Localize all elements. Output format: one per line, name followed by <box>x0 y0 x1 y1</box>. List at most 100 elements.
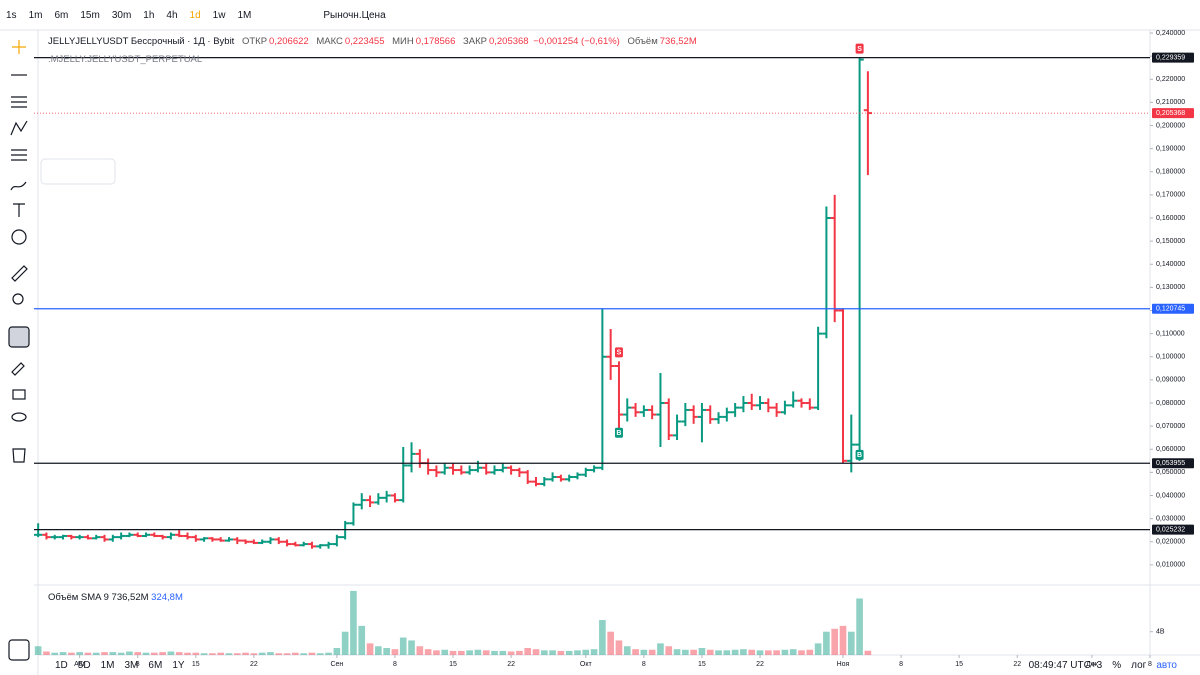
volume-bar <box>731 649 739 655</box>
x-tick-label: Авг <box>74 661 85 668</box>
object-tree[interactable] <box>8 639 30 661</box>
volume-bar <box>416 646 424 655</box>
top-toolbar: 1s 1m 6m 15m 30m 1h 4h 1d 1w 1M Рыночн.Цена <box>0 0 1200 30</box>
y-tick-label: 0,130000 <box>1156 284 1185 291</box>
volume-bar <box>68 652 75 655</box>
volume-bar <box>540 650 548 655</box>
log-toggle[interactable]: лог <box>1131 659 1147 671</box>
fib-tool[interactable] <box>11 149 27 161</box>
change: −0,001254 (−0,61%) <box>533 36 620 47</box>
volume-bar <box>341 631 349 655</box>
y-tick-label: 0,050000 <box>1156 469 1185 476</box>
signal-marker <box>614 347 623 358</box>
interval-button[interactable]: 6m <box>54 9 69 21</box>
volume-bar <box>308 652 316 655</box>
volume-bar <box>283 653 291 655</box>
interval-button[interactable]: 1M <box>237 9 252 21</box>
pattern-tool[interactable] <box>10 120 28 136</box>
signal-marker <box>855 43 864 54</box>
volume-bar <box>209 653 216 655</box>
volume-bar <box>457 650 465 655</box>
range-button[interactable]: 1D <box>55 659 68 671</box>
x-tick-label: 8 <box>1148 661 1152 668</box>
signal-marker <box>614 427 623 438</box>
interval-button[interactable]: 4h <box>166 9 178 21</box>
floating-toolbar[interactable] <box>40 158 116 185</box>
volume-bar <box>375 646 382 655</box>
volume-bar <box>657 643 664 655</box>
interval-button[interactable]: 30m <box>111 9 132 21</box>
volume-bar <box>200 653 208 655</box>
range-button[interactable]: 6M <box>148 659 163 671</box>
channel-tool[interactable] <box>11 96 27 108</box>
source: .MJELLY.JELLYUSDT_PERPETUAL <box>48 54 203 65</box>
y-tick-label: 0,070000 <box>1156 423 1185 430</box>
brush-tool[interactable] <box>10 181 27 191</box>
volume-bar <box>59 652 67 655</box>
volume-bar <box>781 649 789 655</box>
x-tick-label: Окт <box>580 661 593 668</box>
y-tick-label: 0,110000 <box>1156 330 1185 337</box>
y-tick-label: 0,010000 <box>1156 562 1185 569</box>
x-tick-label: 8 <box>899 661 903 668</box>
volume-bar <box>623 646 631 655</box>
emoji-tool[interactable] <box>11 229 27 245</box>
range-button[interactable]: 3M <box>124 659 139 671</box>
x-tick-label: 22 <box>1013 661 1021 668</box>
volume-label: Объём <box>627 36 658 47</box>
volume-bar <box>823 631 830 655</box>
volume-bar <box>316 653 324 655</box>
range-button[interactable]: 5D <box>77 659 91 671</box>
interval-button[interactable]: 1m <box>28 9 43 21</box>
interval-button[interactable]: 1d <box>189 9 201 21</box>
volume-bar <box>167 651 175 655</box>
x-tick-label: Ноя <box>837 661 850 668</box>
draw-mode-tool[interactable] <box>11 362 25 376</box>
volume-bar <box>267 652 274 655</box>
volume-bar <box>491 650 498 655</box>
signal-label: B <box>616 430 621 437</box>
interval-button[interactable]: 15m <box>80 9 100 21</box>
volume-bar <box>399 637 407 655</box>
volume-bar <box>175 652 183 655</box>
auto-toggle[interactable]: авто <box>1156 659 1177 671</box>
interval-button[interactable]: 1w <box>212 9 226 21</box>
price-type-select[interactable]: Рыночн.Цена <box>323 9 386 21</box>
volume-bar <box>258 652 266 655</box>
zoom-tool[interactable] <box>12 293 24 305</box>
range-button[interactable]: 1M <box>100 659 115 671</box>
volume-name: Объём SMA 9 <box>48 592 109 603</box>
signal-label: S <box>617 350 622 357</box>
ruler-tool[interactable] <box>11 265 28 282</box>
crosshair-tool[interactable] <box>12 40 26 54</box>
magnet-tool[interactable] <box>8 326 30 348</box>
interval-button[interactable]: 1s <box>6 9 17 21</box>
lock-tool[interactable] <box>12 389 26 400</box>
text-tool[interactable] <box>13 203 25 217</box>
volume-bar <box>615 640 623 655</box>
volume-bar <box>92 652 100 655</box>
volume-bar <box>599 620 606 655</box>
level-label-box <box>1152 52 1194 63</box>
volume-bar <box>607 631 614 655</box>
percent-toggle[interactable]: % <box>1112 659 1122 671</box>
close: 0,205368 <box>488 36 529 47</box>
volume-bar <box>391 649 399 655</box>
volume-bar <box>756 650 764 655</box>
x-tick-label: 8 <box>393 661 397 668</box>
range-button[interactable]: 1Y <box>172 659 185 671</box>
volume-bar <box>665 646 673 655</box>
y-tick-label: 0,160000 <box>1156 215 1185 222</box>
volume-bar <box>192 652 200 655</box>
interval-button[interactable]: 1h <box>143 9 155 21</box>
hide-tool[interactable] <box>11 412 27 422</box>
volume-bar <box>856 598 863 655</box>
volume-bar <box>117 652 125 655</box>
volume-legend: Объём SMA 9 736,52M 324,8M <box>48 592 183 603</box>
close-label: ЗАКР <box>463 36 487 47</box>
y-tick-label: 0,040000 <box>1156 492 1185 499</box>
volume-bar <box>698 648 706 655</box>
trash-tool[interactable] <box>12 448 26 463</box>
volume-bar <box>648 649 656 655</box>
y-tick-label: 0,100000 <box>1156 354 1185 361</box>
